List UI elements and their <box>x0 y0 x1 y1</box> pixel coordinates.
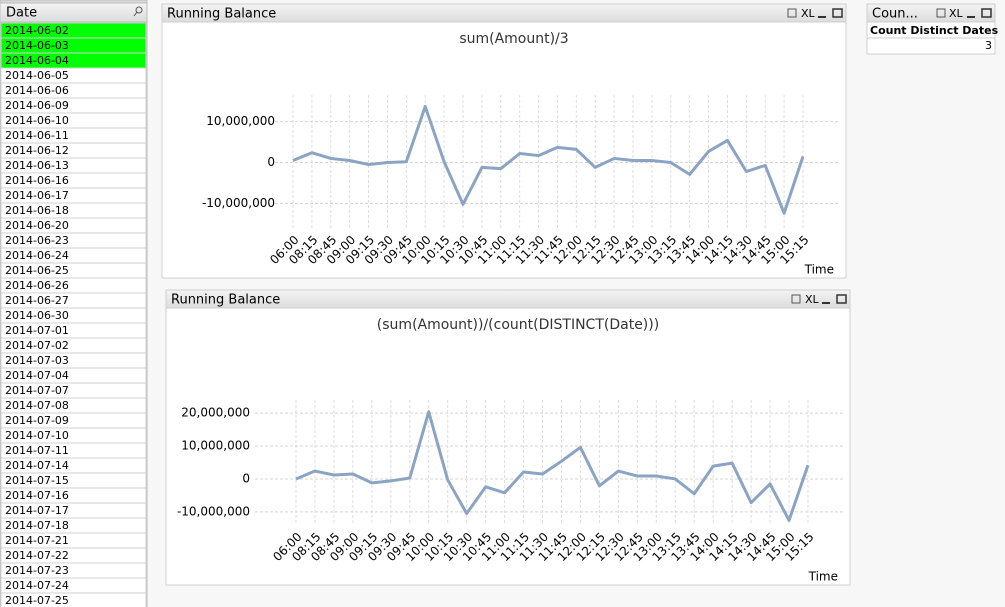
export-xl[interactable]: XL <box>949 7 964 20</box>
list-item-label: 2014-07-03 <box>5 354 69 367</box>
y-tick-label: -10,000,000 <box>202 196 275 210</box>
caption-bar <box>161 3 847 23</box>
list-item-label: 2014-06-26 <box>5 279 69 292</box>
list-item-label: 2014-06-16 <box>5 174 69 187</box>
print-icon[interactable] <box>787 8 797 18</box>
listbox-items: 2014-06-02 2014-06-03 2014-06-04 2014-06-05… <box>0 22 147 607</box>
listbox-caption <box>0 2 148 23</box>
list-item-label: 2014-06-27 <box>5 294 69 307</box>
list-item-label: 2014-06-30 <box>5 309 69 322</box>
list-item-label: 2014-06-05 <box>5 69 69 82</box>
search-icon[interactable] <box>133 6 143 17</box>
x-axis-label: Time <box>804 263 834 277</box>
list-item-label: 2014-07-04 <box>5 369 69 382</box>
y-tick-label: -10,000,000 <box>177 504 250 518</box>
charts: Running Balance XL sum(Amount)/3 -10,000,00… <box>161 3 851 586</box>
caption-title: Running Balance <box>167 7 276 22</box>
y-tick-label: 20,000,000 <box>181 406 250 420</box>
table-header: Count Distinct Dates <box>870 24 999 37</box>
list-item-label: 2014-07-15 <box>5 474 69 487</box>
list-item-label: 2014-06-10 <box>5 114 69 127</box>
y-tick-label: 10,000,000 <box>206 114 275 128</box>
list-item-label: 2014-07-25 <box>5 594 69 607</box>
list-item-label: 2014-06-12 <box>5 144 69 157</box>
list-item-label: 2014-06-17 <box>5 189 69 202</box>
list-item-label: 2014-06-06 <box>5 84 69 97</box>
list-item-label: 2014-06-09 <box>5 99 69 112</box>
list-item-label: 2014-06-25 <box>5 264 69 277</box>
data-line <box>292 104 805 215</box>
list-item-label: 2014-06-20 <box>5 219 69 232</box>
list-item-label: 2014-07-07 <box>5 384 69 397</box>
caption-title: Coun... <box>872 7 918 22</box>
list-item-label: 2014-06-03 <box>5 39 69 52</box>
list-item-label: 2014-07-18 <box>5 519 69 532</box>
list-item-label: 2014-07-16 <box>5 489 69 502</box>
table-value: 3 <box>985 39 992 52</box>
export-xl[interactable]: XL <box>805 293 820 306</box>
list-item-label: 2014-06-24 <box>5 249 69 262</box>
x-axis-label: Time <box>808 570 838 584</box>
chart-panel: Running Balance XL sum(Amount)/3 -10,000,00… <box>161 3 847 279</box>
print-icon[interactable] <box>936 8 946 18</box>
list-item-label: 2014-07-22 <box>5 549 69 562</box>
list-item-label: 2014-07-10 <box>5 429 69 442</box>
chart-title: sum(Amount)/3 <box>459 31 568 47</box>
list-item-label: 2014-07-23 <box>5 564 69 577</box>
y-tick-label: 0 <box>242 471 250 485</box>
y-tick-label: 10,000,000 <box>181 439 250 453</box>
list-item-label: 2014-07-08 <box>5 399 69 412</box>
tablebox: Coun... XL Count Distinct Dates 3 <box>866 3 999 55</box>
listbox-title: Date <box>6 6 37 21</box>
maximize-icon[interactable] <box>832 8 843 18</box>
caption-bar <box>866 3 996 23</box>
list-item-label: 2014-07-14 <box>5 459 69 472</box>
chart-panel: Running Balance XL (sum(Amount))/(count(DI… <box>165 289 851 586</box>
caption-title: Running Balance <box>171 293 280 308</box>
list-item-label: 2014-07-01 <box>5 324 69 337</box>
list-item-label: 2014-07-21 <box>5 534 69 547</box>
print-icon[interactable] <box>791 294 801 304</box>
list-item-label: 2014-06-04 <box>5 54 69 67</box>
chart-title: (sum(Amount))/(count(DISTINCT(Date))) <box>377 317 659 333</box>
list-item-label: 2014-07-24 <box>5 579 69 592</box>
y-tick-label: 0 <box>267 155 275 169</box>
list-item-label: 2014-07-09 <box>5 414 69 427</box>
list-item-label: 2014-07-17 <box>5 504 69 517</box>
export-xl[interactable]: XL <box>801 7 816 20</box>
panel-background <box>161 3 847 279</box>
list-item-label: 2014-06-02 <box>5 24 69 37</box>
maximize-icon[interactable] <box>836 294 847 304</box>
list-item-label: 2014-06-13 <box>5 159 69 172</box>
data-line <box>295 410 810 522</box>
list-item-label: 2014-07-02 <box>5 339 69 352</box>
list-item-label: 2014-06-11 <box>5 129 69 142</box>
maximize-icon[interactable] <box>981 8 992 18</box>
list-item-label: 2014-07-11 <box>5 444 69 457</box>
list-item[interactable] <box>0 592 147 607</box>
list-item-label: 2014-06-18 <box>5 204 69 217</box>
list-item-label: 2014-06-23 <box>5 234 69 247</box>
panel-background <box>165 289 851 586</box>
caption-bar <box>165 289 851 309</box>
